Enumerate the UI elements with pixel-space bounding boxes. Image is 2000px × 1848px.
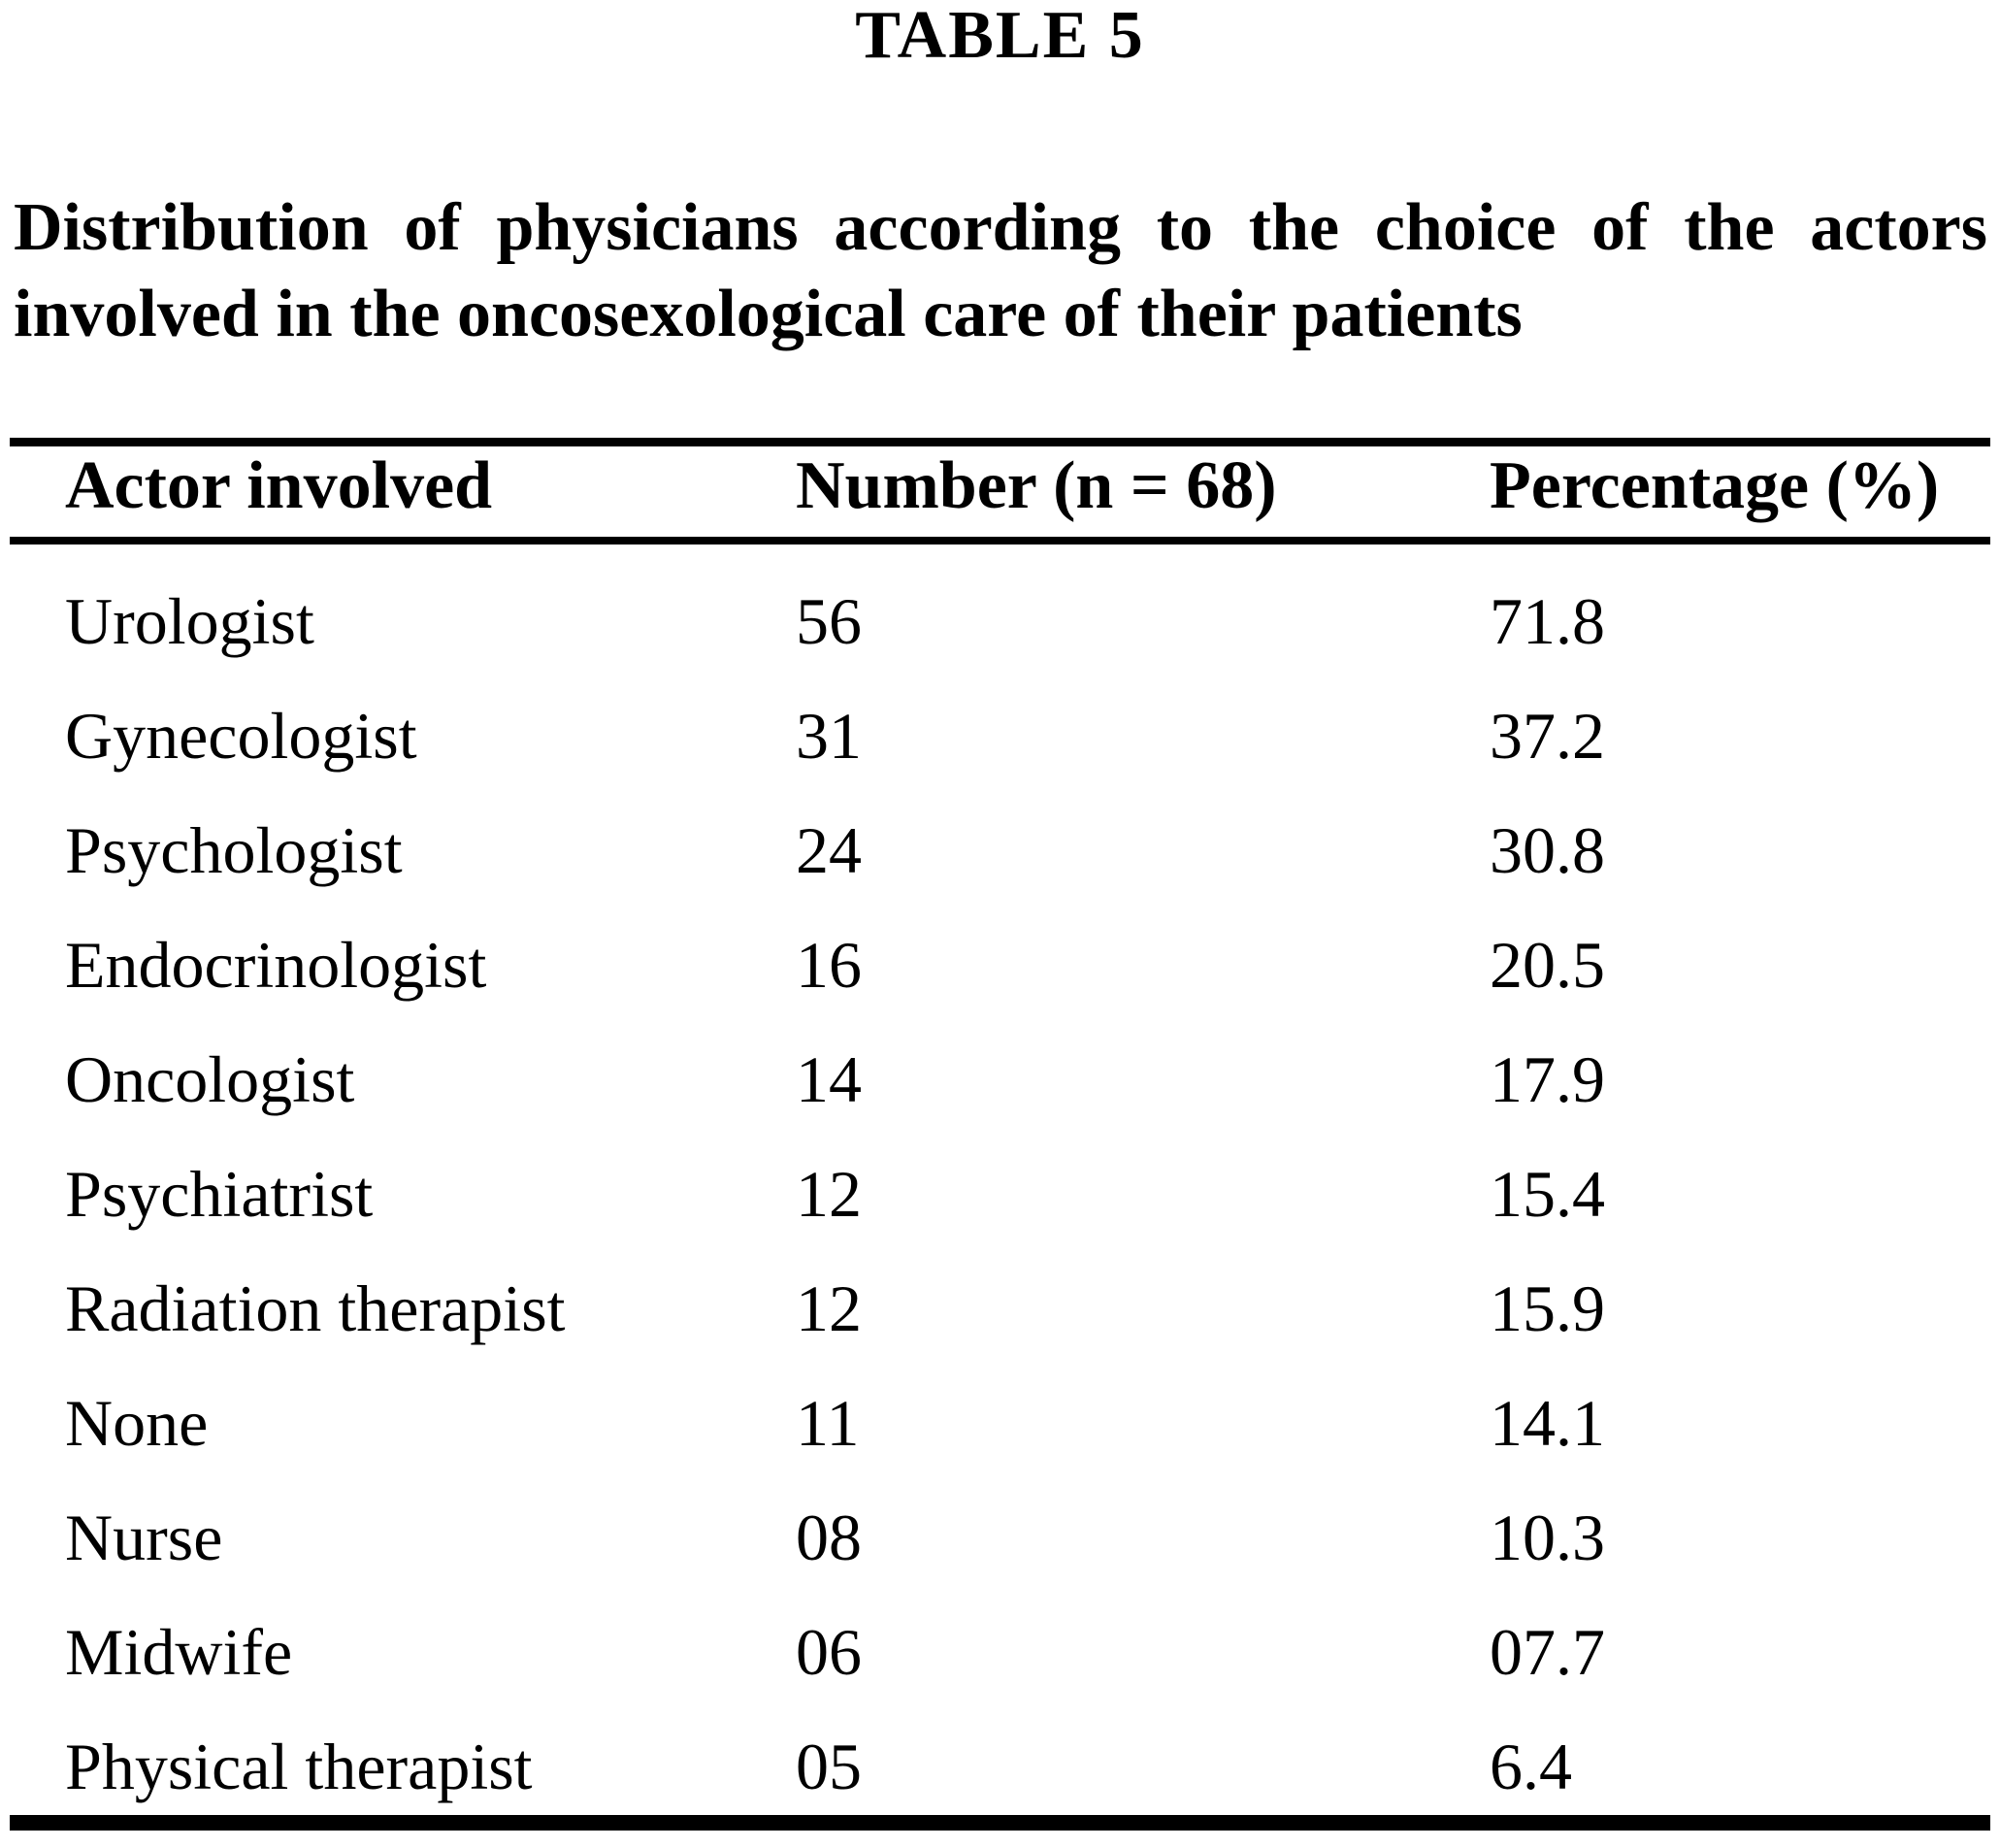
percentage-cell: 37.2 bbox=[1490, 699, 1605, 773]
actor-cell: Nurse bbox=[65, 1501, 223, 1574]
number-cell: 06 bbox=[796, 1615, 862, 1689]
column-header-percentage: Percentage (%) bbox=[1490, 448, 1940, 523]
number-cell: 12 bbox=[796, 1271, 862, 1345]
actor-cell: Urologist bbox=[65, 584, 314, 658]
percentage-cell: 20.5 bbox=[1490, 928, 1605, 1002]
number-cell: 11 bbox=[796, 1386, 860, 1460]
table-row: Endocrinologist 16 20.5 bbox=[65, 932, 1990, 1046]
table-row: Oncologist 14 17.9 bbox=[65, 1046, 1990, 1161]
table-row: Psychiatrist 12 15.4 bbox=[65, 1161, 1990, 1275]
actor-cell: Midwife bbox=[65, 1615, 293, 1689]
table-row: Physical therapist 05 6.4 bbox=[65, 1733, 1990, 1848]
table-row: Radiation therapist 12 15.9 bbox=[65, 1275, 1990, 1390]
percentage-cell: 30.8 bbox=[1490, 813, 1605, 887]
table-row: Nurse 08 10.3 bbox=[65, 1504, 1990, 1619]
table-caption-line-2: involved in the oncosexological care of … bbox=[14, 277, 1523, 351]
number-cell: 12 bbox=[796, 1157, 862, 1231]
column-header-actor-involved: Actor involved bbox=[65, 448, 493, 523]
actor-cell: Psychologist bbox=[65, 813, 403, 887]
table-header-rule bbox=[10, 537, 1990, 544]
table-body: Urologist 56 71.8 Gynecologist 31 37.2 P… bbox=[65, 588, 1990, 1848]
percentage-cell: 10.3 bbox=[1490, 1501, 1605, 1574]
table-row: None 11 14.1 bbox=[65, 1390, 1990, 1504]
percentage-cell: 15.4 bbox=[1490, 1157, 1605, 1231]
number-cell: 24 bbox=[796, 813, 862, 887]
number-cell: 05 bbox=[796, 1730, 862, 1803]
table-row: Psychologist 24 30.8 bbox=[65, 817, 1990, 932]
number-cell: 56 bbox=[796, 584, 862, 658]
actor-cell: None bbox=[65, 1386, 209, 1460]
number-cell: 14 bbox=[796, 1042, 862, 1116]
table-header-row: Actor involved Number (n = 68) Percentag… bbox=[65, 452, 1990, 520]
percentage-cell: 17.9 bbox=[1490, 1042, 1605, 1116]
percentage-cell: 6.4 bbox=[1490, 1730, 1572, 1803]
actor-cell: Endocrinologist bbox=[65, 928, 487, 1002]
number-cell: 08 bbox=[796, 1501, 862, 1574]
actor-cell: Psychiatrist bbox=[65, 1157, 374, 1231]
percentage-cell: 14.1 bbox=[1490, 1386, 1605, 1460]
table-caption: Distribution of physicians according to … bbox=[14, 184, 1987, 357]
column-header-number: Number (n = 68) bbox=[796, 448, 1277, 523]
actor-cell: Oncologist bbox=[65, 1042, 355, 1116]
table-bottom-rule bbox=[10, 1815, 1990, 1831]
number-cell: 16 bbox=[796, 928, 862, 1002]
number-cell: 31 bbox=[796, 699, 862, 773]
actor-cell: Radiation therapist bbox=[65, 1271, 566, 1345]
actor-cell: Physical therapist bbox=[65, 1730, 533, 1803]
percentage-cell: 71.8 bbox=[1490, 584, 1605, 658]
table-caption-line-1: Distribution of physicians according to … bbox=[14, 190, 1987, 265]
table-row: Gynecologist 31 37.2 bbox=[65, 703, 1990, 817]
table-row: Urologist 56 71.8 bbox=[65, 588, 1990, 703]
table-top-rule bbox=[10, 438, 1990, 446]
table-number-heading: TABLE 5 bbox=[855, 0, 1145, 73]
percentage-cell: 15.9 bbox=[1490, 1271, 1605, 1345]
percentage-cell: 07.7 bbox=[1490, 1615, 1605, 1689]
table-row: Midwife 06 07.7 bbox=[65, 1619, 1990, 1733]
actor-cell: Gynecologist bbox=[65, 699, 417, 773]
